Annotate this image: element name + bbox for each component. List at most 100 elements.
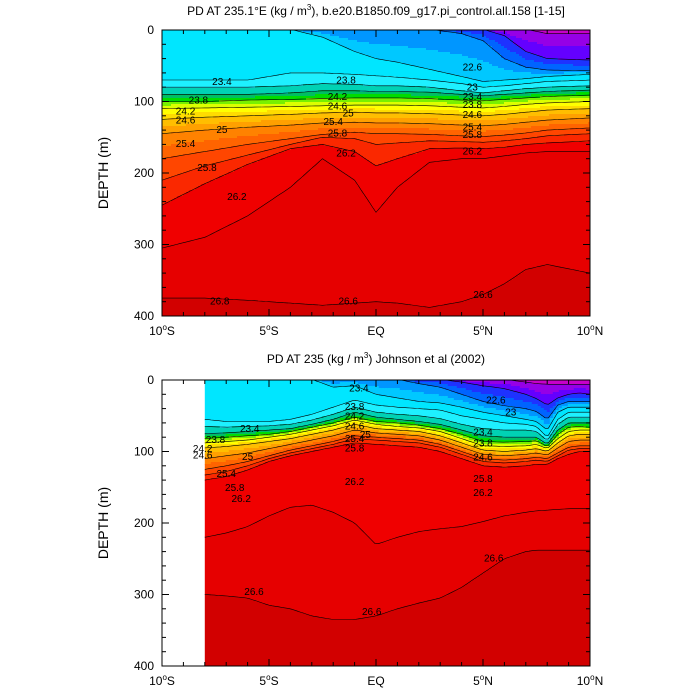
density-cell — [582, 46, 586, 61]
density-cell — [279, 458, 284, 511]
density-cell — [432, 402, 437, 411]
density-cell — [240, 300, 244, 316]
density-cell — [300, 434, 305, 437]
density-cell — [399, 380, 404, 391]
density-cell — [282, 140, 286, 147]
density-cell — [291, 72, 295, 87]
density-cell — [321, 102, 325, 107]
density-cell — [306, 438, 311, 441]
density-cell — [315, 110, 319, 115]
density-cell — [474, 112, 478, 117]
density-cell — [585, 80, 589, 87]
density-cell — [246, 100, 250, 105]
density-cell — [435, 96, 439, 99]
density-cell — [228, 224, 232, 301]
density-cell — [495, 124, 499, 131]
density-cell — [270, 442, 275, 445]
density-cell — [207, 236, 211, 299]
density-cell — [351, 138, 355, 153]
density-cell — [537, 152, 541, 267]
density-cell — [531, 112, 535, 117]
density-cell — [540, 44, 544, 57]
density-cell — [261, 422, 266, 427]
density-cell — [264, 78, 268, 87]
density-cell — [468, 94, 472, 99]
density-cell — [489, 436, 494, 441]
density-cell — [462, 446, 467, 449]
density-cell — [435, 450, 440, 531]
density-cell — [339, 122, 343, 129]
density-cell — [465, 32, 469, 37]
density-cell — [264, 462, 269, 519]
density-cell — [252, 94, 256, 99]
density-cell — [393, 134, 397, 145]
density-cell — [282, 442, 287, 447]
density-cell — [471, 440, 476, 443]
density-cell — [240, 444, 245, 451]
density-cell — [438, 82, 442, 89]
density-cell — [423, 68, 427, 81]
density-cell — [246, 380, 251, 423]
density-cell — [366, 122, 370, 129]
density-cell — [285, 110, 289, 115]
density-cell — [417, 432, 422, 435]
density-cell — [393, 610, 398, 666]
density-cell — [360, 102, 364, 107]
density-cell — [231, 438, 236, 443]
density-cell — [225, 100, 229, 105]
density-cell — [243, 80, 247, 89]
density-cell — [330, 90, 334, 95]
density-cell — [414, 380, 419, 383]
density-cell — [495, 100, 499, 105]
density-cell — [273, 94, 277, 97]
density-cell — [378, 134, 382, 145]
density-cell — [375, 118, 379, 123]
density-cell — [522, 144, 526, 155]
density-cell — [459, 90, 463, 95]
density-cell — [381, 60, 385, 77]
density-cell — [456, 380, 461, 383]
density-cell — [588, 74, 590, 81]
density-cell — [237, 472, 242, 531]
density-cell — [375, 438, 380, 441]
density-cell — [588, 70, 590, 73]
density-cell — [549, 64, 553, 71]
density-cell — [486, 136, 490, 143]
density-cell — [192, 298, 196, 316]
density-cell — [573, 86, 577, 91]
density-cell — [399, 408, 404, 415]
density-cell — [318, 380, 323, 383]
density-cell — [357, 122, 361, 129]
density-cell — [393, 434, 398, 437]
density-cell — [291, 186, 295, 305]
density-cell — [345, 438, 350, 441]
x-tick-label: EQ — [367, 324, 384, 338]
density-cell — [198, 168, 202, 187]
density-cell — [261, 604, 266, 666]
density-cell — [375, 426, 380, 429]
density-cell — [345, 424, 350, 427]
density-cell — [357, 108, 361, 113]
density-cell — [267, 202, 271, 303]
density-cell — [393, 46, 397, 63]
density-cell — [327, 112, 331, 119]
density-cell — [267, 426, 272, 431]
density-cell — [432, 134, 436, 141]
density-cell — [339, 170, 343, 305]
density-cell — [351, 152, 355, 179]
density-cell — [366, 56, 370, 77]
density-cell — [399, 102, 403, 107]
density-cell — [573, 80, 577, 87]
density-cell — [477, 92, 481, 97]
density-cell — [393, 160, 397, 191]
density-cell — [480, 34, 484, 41]
density-cell — [219, 438, 224, 441]
density-cell — [204, 420, 209, 427]
density-cell — [300, 426, 305, 429]
density-cell — [486, 462, 491, 467]
density-cell — [441, 306, 445, 316]
density-cell — [441, 72, 445, 83]
density-cell — [543, 106, 547, 111]
density-cell — [501, 100, 505, 105]
density-cell — [555, 94, 559, 97]
